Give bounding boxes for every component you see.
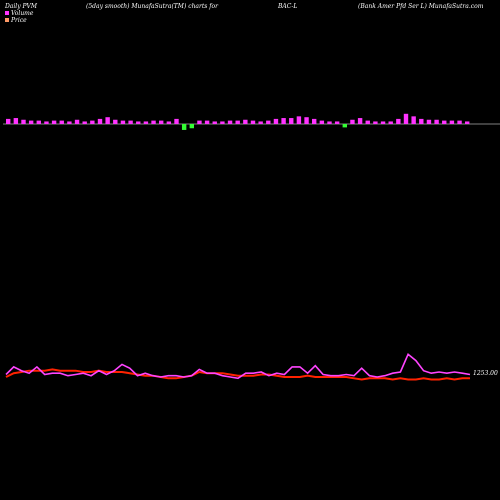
volume-bar xyxy=(197,120,202,124)
volume-bar xyxy=(44,121,49,124)
header-company: (Bank Amer Pfd Ser L) MunafaSutra.com xyxy=(358,3,484,10)
volume-bar xyxy=(174,118,179,124)
volume-bar xyxy=(189,124,194,129)
volume-bar xyxy=(51,120,57,124)
volume-bar xyxy=(21,119,26,124)
volume-bar xyxy=(28,120,34,124)
volume-bar xyxy=(327,121,332,124)
volume-bar xyxy=(449,120,455,124)
volume-bar xyxy=(74,119,80,124)
volume-bar xyxy=(411,116,416,124)
volume-bar xyxy=(289,118,294,124)
volume-bar xyxy=(105,117,110,124)
volume-bar xyxy=(465,121,470,124)
volume-bar xyxy=(159,120,164,124)
legend-volume-swatch xyxy=(5,11,9,15)
volume-bar xyxy=(136,121,141,124)
volume-bar xyxy=(258,121,263,124)
price-line xyxy=(5,368,470,381)
header-daily-pvm: Daily PVM xyxy=(4,3,38,10)
volume-bar xyxy=(434,119,439,124)
volume-bar xyxy=(457,120,462,124)
volume-bar xyxy=(319,120,325,124)
header-smooth-label: (5day smooth) MunafaSutra(TM) charts for xyxy=(86,3,219,10)
volume-bar xyxy=(13,118,19,124)
volume-bar xyxy=(266,120,271,124)
volume-bar xyxy=(82,121,87,124)
volume-bar xyxy=(373,121,378,124)
volume-bar xyxy=(36,120,41,124)
volume-bar xyxy=(273,118,279,124)
volume-bar xyxy=(128,120,133,124)
volume-bar xyxy=(426,119,432,124)
legend-volume-label: Volume xyxy=(11,10,34,17)
legend-price-swatch xyxy=(5,18,9,22)
volume-bar xyxy=(227,120,233,124)
volume-bar xyxy=(334,121,340,124)
volume-bar xyxy=(6,118,11,124)
volume-bar xyxy=(67,121,72,124)
volume-bar xyxy=(151,120,156,124)
volume-bar xyxy=(342,124,347,128)
volume-bar xyxy=(250,120,256,124)
volume-bar xyxy=(357,118,363,124)
volume-bar xyxy=(388,121,393,124)
volume-bar xyxy=(365,120,370,124)
volume-bar xyxy=(419,118,424,124)
volume-bar xyxy=(59,120,64,124)
volume-bar xyxy=(181,124,187,130)
volume-bar xyxy=(403,113,409,124)
price-label: 1253.00 xyxy=(473,370,498,377)
volume-bar xyxy=(120,120,126,124)
volume-bar xyxy=(312,118,317,124)
volume-bar xyxy=(235,120,240,124)
volume-bar xyxy=(113,119,118,124)
volume-bar xyxy=(204,120,210,124)
pvm-line xyxy=(5,353,471,380)
volume-bar xyxy=(166,121,172,124)
volume-bar xyxy=(220,121,225,124)
volume-bar xyxy=(243,119,248,124)
volume-bar xyxy=(296,116,302,124)
volume-bar xyxy=(442,120,447,124)
volume-bar xyxy=(304,117,309,124)
volume-bars xyxy=(6,113,470,130)
volume-bar xyxy=(396,118,401,124)
volume-bar xyxy=(380,121,386,124)
volume-bar xyxy=(90,120,95,124)
volume-bar xyxy=(281,118,286,124)
header-symbol: BAC-L xyxy=(277,3,297,10)
volume-bar xyxy=(97,118,103,124)
legend: Volume Price xyxy=(5,10,34,24)
volume-bar xyxy=(143,121,149,124)
volume-bar xyxy=(212,121,217,124)
legend-price-label: Price xyxy=(10,17,27,24)
volume-bar xyxy=(350,119,355,124)
